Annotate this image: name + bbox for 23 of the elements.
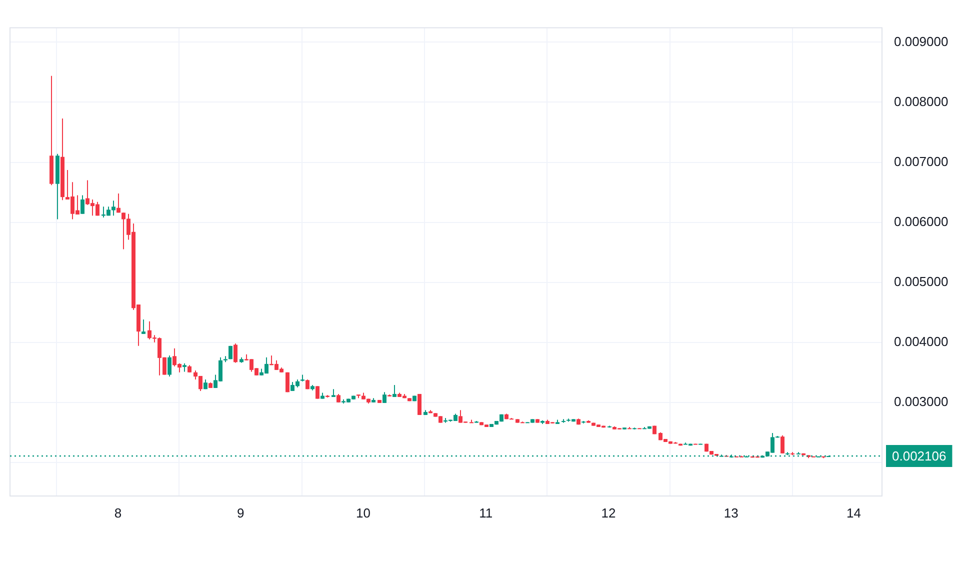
y-tick-label: 0.006000 bbox=[894, 214, 948, 229]
y-tick-label: 0.008000 bbox=[894, 94, 948, 109]
ref-line-label: 0.002106 bbox=[892, 448, 946, 464]
candlestick bbox=[382, 392, 386, 404]
y-tick-label: 0.009000 bbox=[894, 34, 948, 49]
candlestick bbox=[780, 434, 784, 454]
y-tick-label: 0.003000 bbox=[894, 394, 948, 409]
x-tick-label: 12 bbox=[601, 505, 616, 520]
y-tick-label: 0.004000 bbox=[894, 334, 948, 349]
x-tick-label: 14 bbox=[846, 505, 862, 520]
y-tick-label: 0.005000 bbox=[894, 274, 948, 289]
candlestick bbox=[116, 192, 120, 214]
x-tick-label: 8 bbox=[114, 505, 122, 520]
x-tick-label: 9 bbox=[236, 505, 244, 520]
candlestick bbox=[234, 343, 238, 364]
y-tick-label: 0.007000 bbox=[894, 154, 948, 169]
candlestick bbox=[168, 355, 172, 378]
candlestick bbox=[392, 384, 396, 398]
candlestick bbox=[80, 194, 84, 214]
x-tick-label: 10 bbox=[356, 505, 370, 520]
x-tick-label: 13 bbox=[724, 505, 738, 520]
candlestick bbox=[142, 319, 146, 334]
x-tick-label: 11 bbox=[479, 505, 493, 520]
